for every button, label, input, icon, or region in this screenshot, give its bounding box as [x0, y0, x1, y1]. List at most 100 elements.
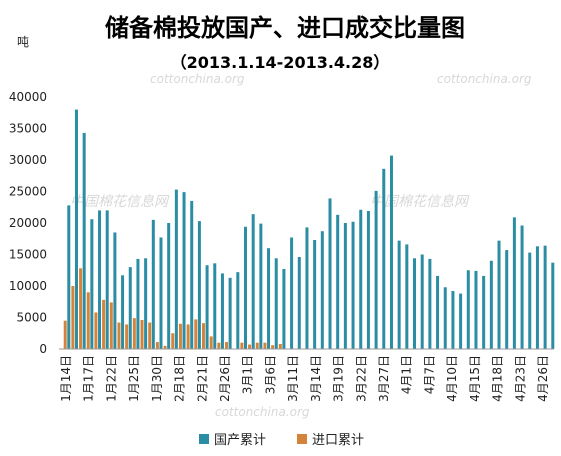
bar-import: [271, 345, 275, 349]
x-tick-label: 1月17日: [82, 355, 96, 402]
bar-domestic: [144, 258, 148, 349]
bar-import: [263, 342, 267, 349]
chart-subtitle: （2013.1.14-2013.4.28）: [171, 53, 390, 72]
x-tick-label: 4月18日: [491, 355, 505, 402]
watermark-text-4: 中国棉花信息网: [370, 194, 470, 210]
x-tick-label: 3月11日: [286, 355, 300, 402]
bar-domestic: [259, 223, 263, 349]
x-tick-label: 4月10日: [445, 355, 459, 402]
x-tick-label: 3月6日: [263, 355, 277, 394]
y-tick-label: 25000: [9, 185, 47, 199]
bar-import: [125, 324, 129, 349]
bar-import: [217, 342, 221, 349]
legend: 国产累计 进口累计: [199, 433, 364, 448]
bar-domestic: [236, 272, 240, 349]
x-tick-label: 4月23日: [513, 355, 527, 402]
bar-import: [171, 333, 175, 349]
bar-import: [278, 343, 282, 349]
bar-domestic: [136, 258, 140, 349]
bar-domestic: [520, 225, 524, 349]
watermark-text-2: cottonchina.org: [437, 72, 532, 86]
bar-import: [240, 342, 244, 349]
bar-domestic: [244, 226, 247, 349]
bar-import: [186, 324, 190, 349]
legend-swatch-import: [297, 434, 307, 444]
bar-domestic: [535, 246, 539, 349]
watermark-text-5: cottonchina.org: [215, 405, 310, 419]
bar-domestic: [151, 219, 155, 349]
y-axis: 0 5000 10000 15000 20000 25000 30000 35000 40000: [9, 90, 47, 356]
bar-domestic: [113, 232, 117, 349]
bar-domestic: [543, 245, 547, 349]
bar-domestic: [366, 211, 370, 349]
legend-label-import: 进口累计: [312, 433, 364, 448]
bar-domestic: [551, 262, 555, 349]
bar-domestic: [351, 221, 355, 349]
y-tick-label: 30000: [9, 153, 47, 167]
bar-domestic: [267, 248, 271, 349]
bar-domestic: [67, 205, 71, 349]
bar-import: [194, 319, 198, 349]
x-tick-label: 1月30日: [150, 355, 164, 402]
x-tick-label: 2月18日: [173, 355, 187, 402]
bars: [63, 109, 555, 349]
bar-domestic: [305, 227, 309, 349]
bar-import: [225, 342, 229, 349]
bar-domestic: [328, 198, 332, 349]
bar-domestic: [159, 237, 163, 349]
bar-domestic: [474, 270, 478, 349]
bar-domestic: [82, 132, 86, 349]
bar-domestic: [413, 258, 417, 349]
bar-domestic: [443, 287, 447, 349]
bar-domestic: [98, 210, 102, 349]
x-tick-label: 3月1日: [241, 355, 255, 394]
y-tick-label: 20000: [9, 216, 47, 230]
y-tick-label: 40000: [9, 90, 47, 104]
bar-import: [209, 336, 213, 349]
bar-domestic: [466, 270, 470, 349]
bar-domestic: [274, 258, 278, 349]
bar-domestic: [489, 260, 493, 349]
bar-import: [71, 286, 75, 349]
chart-title: 储备棉投放国产、进口成交比量图: [105, 14, 465, 42]
bar-domestic: [428, 258, 432, 349]
bar-domestic: [382, 168, 386, 349]
y-tick-label: 15000: [9, 248, 47, 262]
bar-domestic: [167, 223, 171, 349]
bar-domestic: [197, 221, 201, 349]
bar-import: [117, 322, 121, 349]
bar-import: [140, 320, 144, 349]
bar-domestic: [436, 275, 440, 349]
bar-domestic: [313, 240, 317, 349]
bar-domestic: [451, 291, 455, 349]
bar-import: [94, 312, 98, 349]
bar-domestic: [505, 250, 509, 349]
x-tick-label: 4月1日: [400, 355, 414, 394]
bar-domestic: [174, 189, 178, 349]
bar-domestic: [182, 192, 186, 349]
x-tick-label: 4月7日: [422, 355, 436, 394]
x-tick-label: 3月22日: [354, 355, 368, 402]
bar-import: [248, 344, 252, 349]
bar-import: [255, 342, 259, 349]
bar-domestic: [336, 214, 340, 349]
x-tick-label: 4月15日: [468, 355, 482, 402]
bar-domestic: [121, 275, 125, 349]
bar-domestic: [297, 257, 301, 349]
bar-import: [63, 320, 67, 349]
watermark-layer: cottonchina.org cottonchina.org 中国棉花信息网 …: [70, 72, 532, 419]
bar-domestic: [397, 240, 401, 349]
bar-domestic: [389, 155, 393, 349]
bar-domestic: [213, 263, 217, 349]
watermark-text-1: cottonchina.org: [150, 72, 245, 86]
x-tick-label: 1月14日: [59, 355, 73, 402]
bar-domestic: [74, 109, 78, 349]
bar-domestic: [512, 217, 516, 349]
x-tick-label: 1月25日: [127, 355, 141, 402]
x-tick-label: 2月26日: [218, 355, 232, 402]
bar-import: [178, 323, 182, 349]
x-tick-label: 4月26日: [536, 355, 550, 402]
bar-import: [155, 342, 159, 349]
bar-domestic: [220, 273, 224, 349]
